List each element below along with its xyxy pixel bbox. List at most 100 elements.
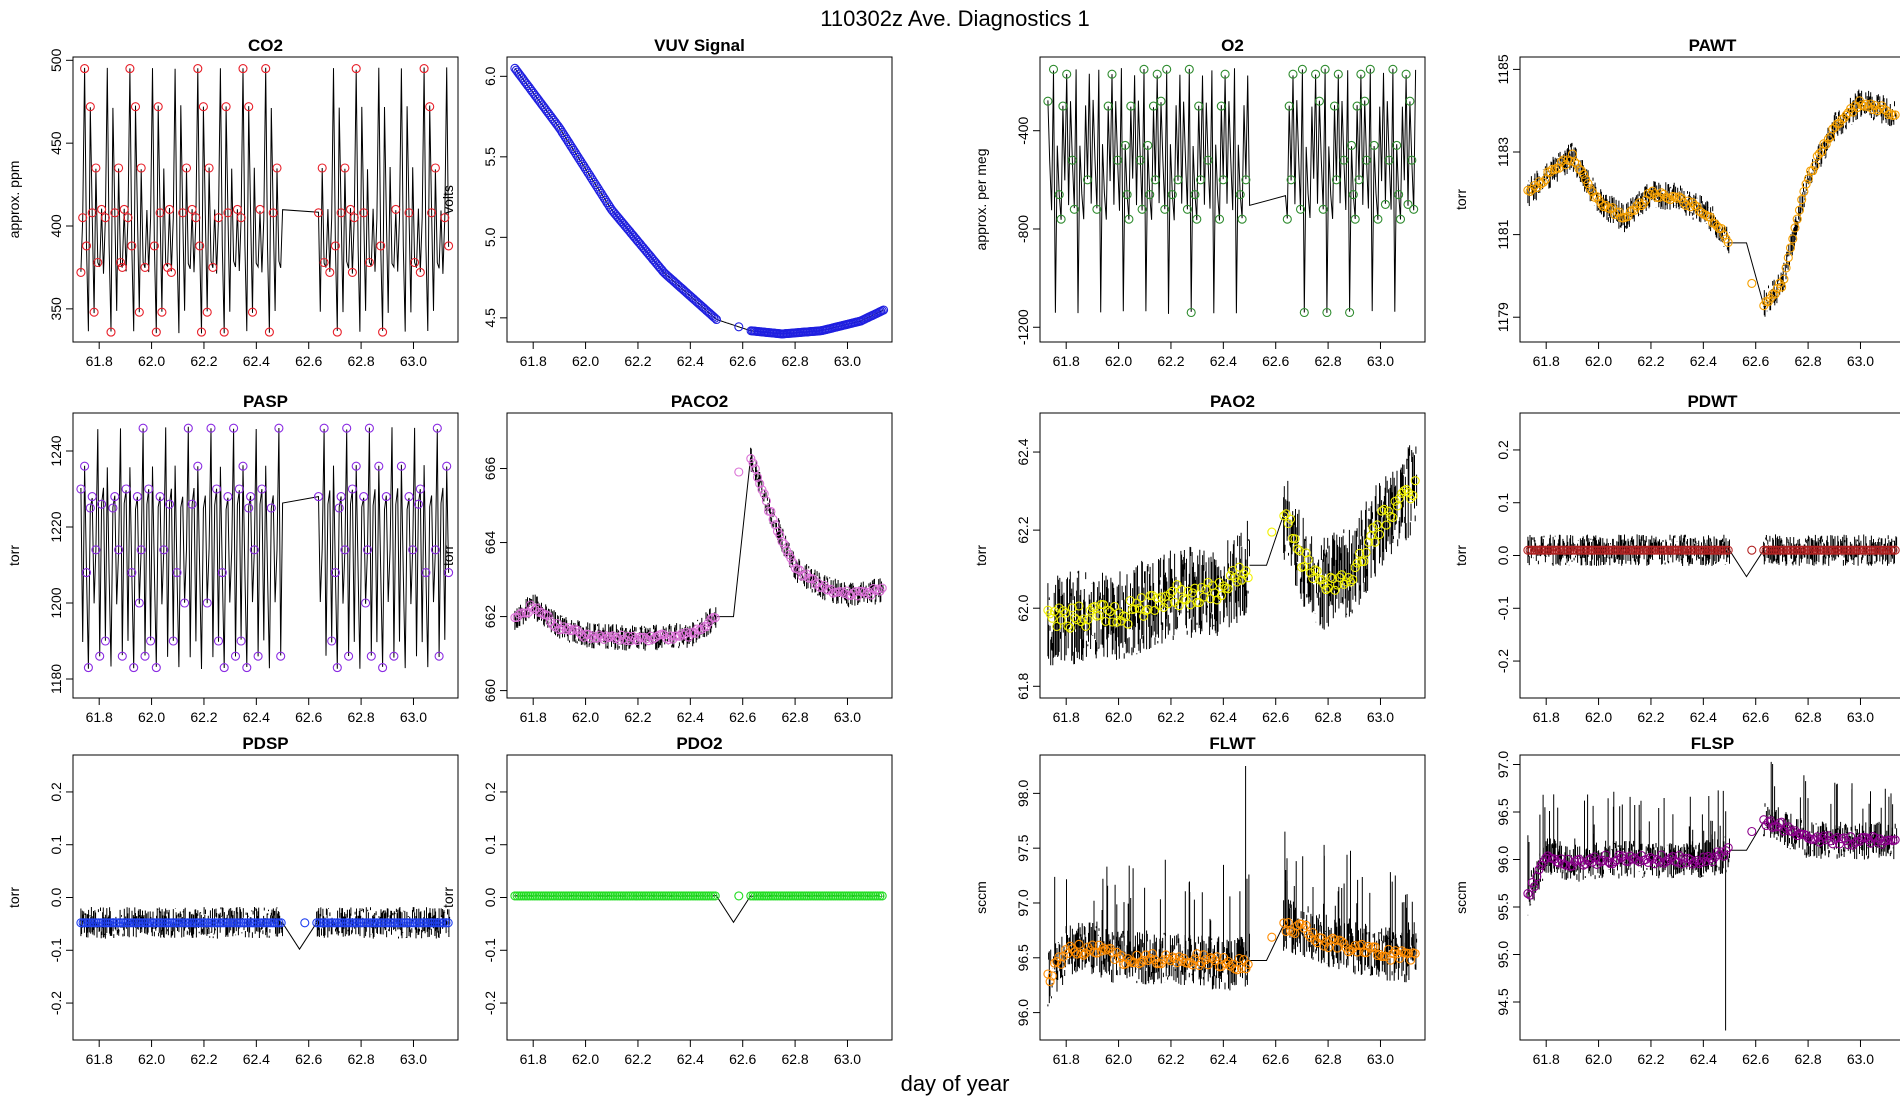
data-point <box>1659 545 1669 555</box>
data-point <box>697 624 707 634</box>
data-point <box>1403 488 1414 498</box>
data-point <box>1779 545 1789 555</box>
data-point <box>1850 101 1860 111</box>
data-point <box>1167 586 1178 596</box>
data-point <box>83 663 93 673</box>
data-point <box>1665 853 1675 863</box>
data-point <box>1821 545 1831 555</box>
y-tick-label: 662 <box>482 605 498 629</box>
data-point <box>1610 857 1620 867</box>
data-point <box>89 307 99 317</box>
data-point <box>1388 948 1398 958</box>
data-point <box>180 598 190 608</box>
data-point <box>263 918 273 928</box>
data-point <box>151 663 161 673</box>
data-point <box>361 598 371 608</box>
data-point <box>1346 140 1357 150</box>
data-point <box>127 568 137 578</box>
data-point <box>710 891 720 901</box>
data-point <box>819 891 829 901</box>
raw-trace <box>1047 445 1418 666</box>
data-point <box>121 484 131 494</box>
data-point <box>1777 545 1787 555</box>
data-point <box>650 891 660 901</box>
data-point <box>746 891 756 901</box>
data-point <box>652 631 662 641</box>
data-point <box>1587 545 1597 555</box>
x-tick-label: 62.4 <box>243 1051 270 1067</box>
data-point <box>1694 545 1704 555</box>
data-point <box>1237 214 1247 224</box>
data-point <box>1785 545 1796 555</box>
y-tick-label: 0.2 <box>48 782 64 802</box>
panel-title: VUV Signal <box>654 36 745 55</box>
plot-frame <box>1519 412 1900 699</box>
data-point <box>572 150 582 160</box>
data-point <box>1601 850 1611 860</box>
data-point <box>94 918 104 928</box>
data-point <box>879 305 889 315</box>
data-point <box>1356 69 1366 79</box>
data-point <box>766 891 776 901</box>
data-point <box>1772 283 1782 294</box>
data-point <box>362 545 373 555</box>
data-point <box>232 918 242 928</box>
data-point <box>589 177 599 187</box>
data-point <box>1625 851 1635 861</box>
data-point <box>1783 545 1793 555</box>
data-point <box>1632 201 1642 211</box>
data-point <box>775 891 785 901</box>
data-point <box>672 891 682 901</box>
plot-frame <box>506 754 893 1041</box>
data-point <box>692 891 702 901</box>
data-point <box>1650 859 1660 869</box>
y-axis-label: sccm <box>973 881 989 914</box>
x-tick-label: 62.2 <box>1157 353 1184 369</box>
data-point <box>105 918 115 928</box>
data-point <box>1529 545 1540 555</box>
data-point <box>1350 214 1360 224</box>
data-point <box>842 891 852 901</box>
data-point <box>784 891 794 901</box>
data-point <box>1596 545 1606 555</box>
data-point <box>554 123 565 133</box>
data-point <box>1348 574 1358 585</box>
data-point <box>427 208 437 218</box>
data-series <box>1523 89 1900 317</box>
data-point <box>630 634 640 644</box>
x-tick-label: 63.0 <box>1847 1051 1874 1067</box>
data-point <box>1212 952 1222 962</box>
panel-title: PAO2 <box>1210 392 1255 411</box>
data-point <box>1090 602 1100 612</box>
data-point <box>521 891 531 901</box>
figure-xlabel: day of year <box>901 1071 1010 1096</box>
data-point <box>1052 957 1062 967</box>
data-point <box>626 891 636 901</box>
data-point <box>1167 190 1177 200</box>
data-point <box>1221 959 1231 969</box>
data-point <box>1124 214 1134 224</box>
data-point <box>1143 955 1153 966</box>
data-point <box>332 663 342 673</box>
panel-title: PAWT <box>1689 36 1737 55</box>
data-point <box>111 918 122 928</box>
data-point <box>1241 175 1251 185</box>
data-point <box>276 918 286 928</box>
data-point <box>1747 545 1757 555</box>
data-point <box>1285 514 1296 524</box>
data-point <box>1803 174 1813 184</box>
data-point <box>134 307 144 317</box>
data-point <box>588 891 598 901</box>
y-tick-label: 4.5 <box>482 308 498 328</box>
data-point <box>801 891 812 901</box>
data-point <box>1394 190 1404 200</box>
data-point <box>1594 545 1604 555</box>
data-point <box>229 423 239 433</box>
x-tick-label: 62.8 <box>347 709 374 725</box>
data-point <box>559 622 569 632</box>
data-point <box>1113 155 1123 165</box>
average-markers <box>510 454 887 646</box>
data-point <box>1346 577 1356 587</box>
data-point <box>189 918 199 928</box>
plot-frame <box>72 754 459 1041</box>
